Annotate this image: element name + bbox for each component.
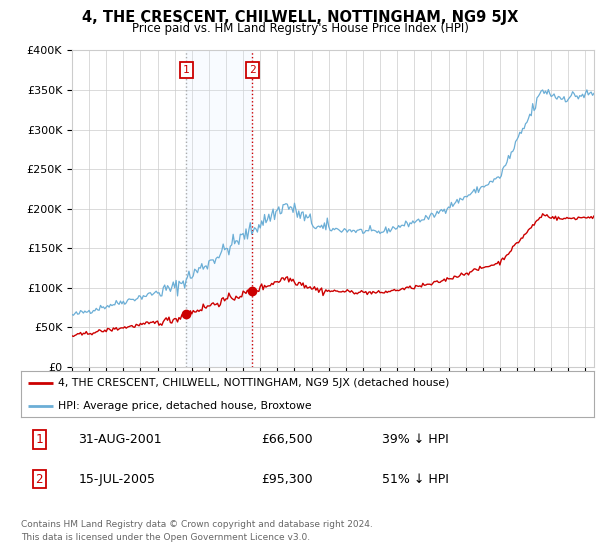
- Text: 31-AUG-2001: 31-AUG-2001: [79, 433, 162, 446]
- Text: Contains HM Land Registry data © Crown copyright and database right 2024.: Contains HM Land Registry data © Crown c…: [21, 520, 373, 529]
- Text: 39% ↓ HPI: 39% ↓ HPI: [382, 433, 449, 446]
- Text: £95,300: £95,300: [262, 473, 313, 486]
- Text: This data is licensed under the Open Government Licence v3.0.: This data is licensed under the Open Gov…: [21, 533, 310, 542]
- Text: 4, THE CRESCENT, CHILWELL, NOTTINGHAM, NG9 5JX: 4, THE CRESCENT, CHILWELL, NOTTINGHAM, N…: [82, 10, 518, 25]
- Text: HPI: Average price, detached house, Broxtowe: HPI: Average price, detached house, Brox…: [58, 401, 312, 410]
- Text: 4, THE CRESCENT, CHILWELL, NOTTINGHAM, NG9 5JX (detached house): 4, THE CRESCENT, CHILWELL, NOTTINGHAM, N…: [58, 378, 449, 388]
- Text: 51% ↓ HPI: 51% ↓ HPI: [382, 473, 449, 486]
- Bar: [186, 50, 253, 367]
- Text: 2: 2: [35, 473, 43, 486]
- Text: Price paid vs. HM Land Registry's House Price Index (HPI): Price paid vs. HM Land Registry's House …: [131, 22, 469, 35]
- Text: 15-JUL-2005: 15-JUL-2005: [79, 473, 155, 486]
- Text: £66,500: £66,500: [262, 433, 313, 446]
- Text: 1: 1: [35, 433, 43, 446]
- Text: 2: 2: [249, 65, 256, 75]
- Text: 1: 1: [183, 65, 190, 75]
